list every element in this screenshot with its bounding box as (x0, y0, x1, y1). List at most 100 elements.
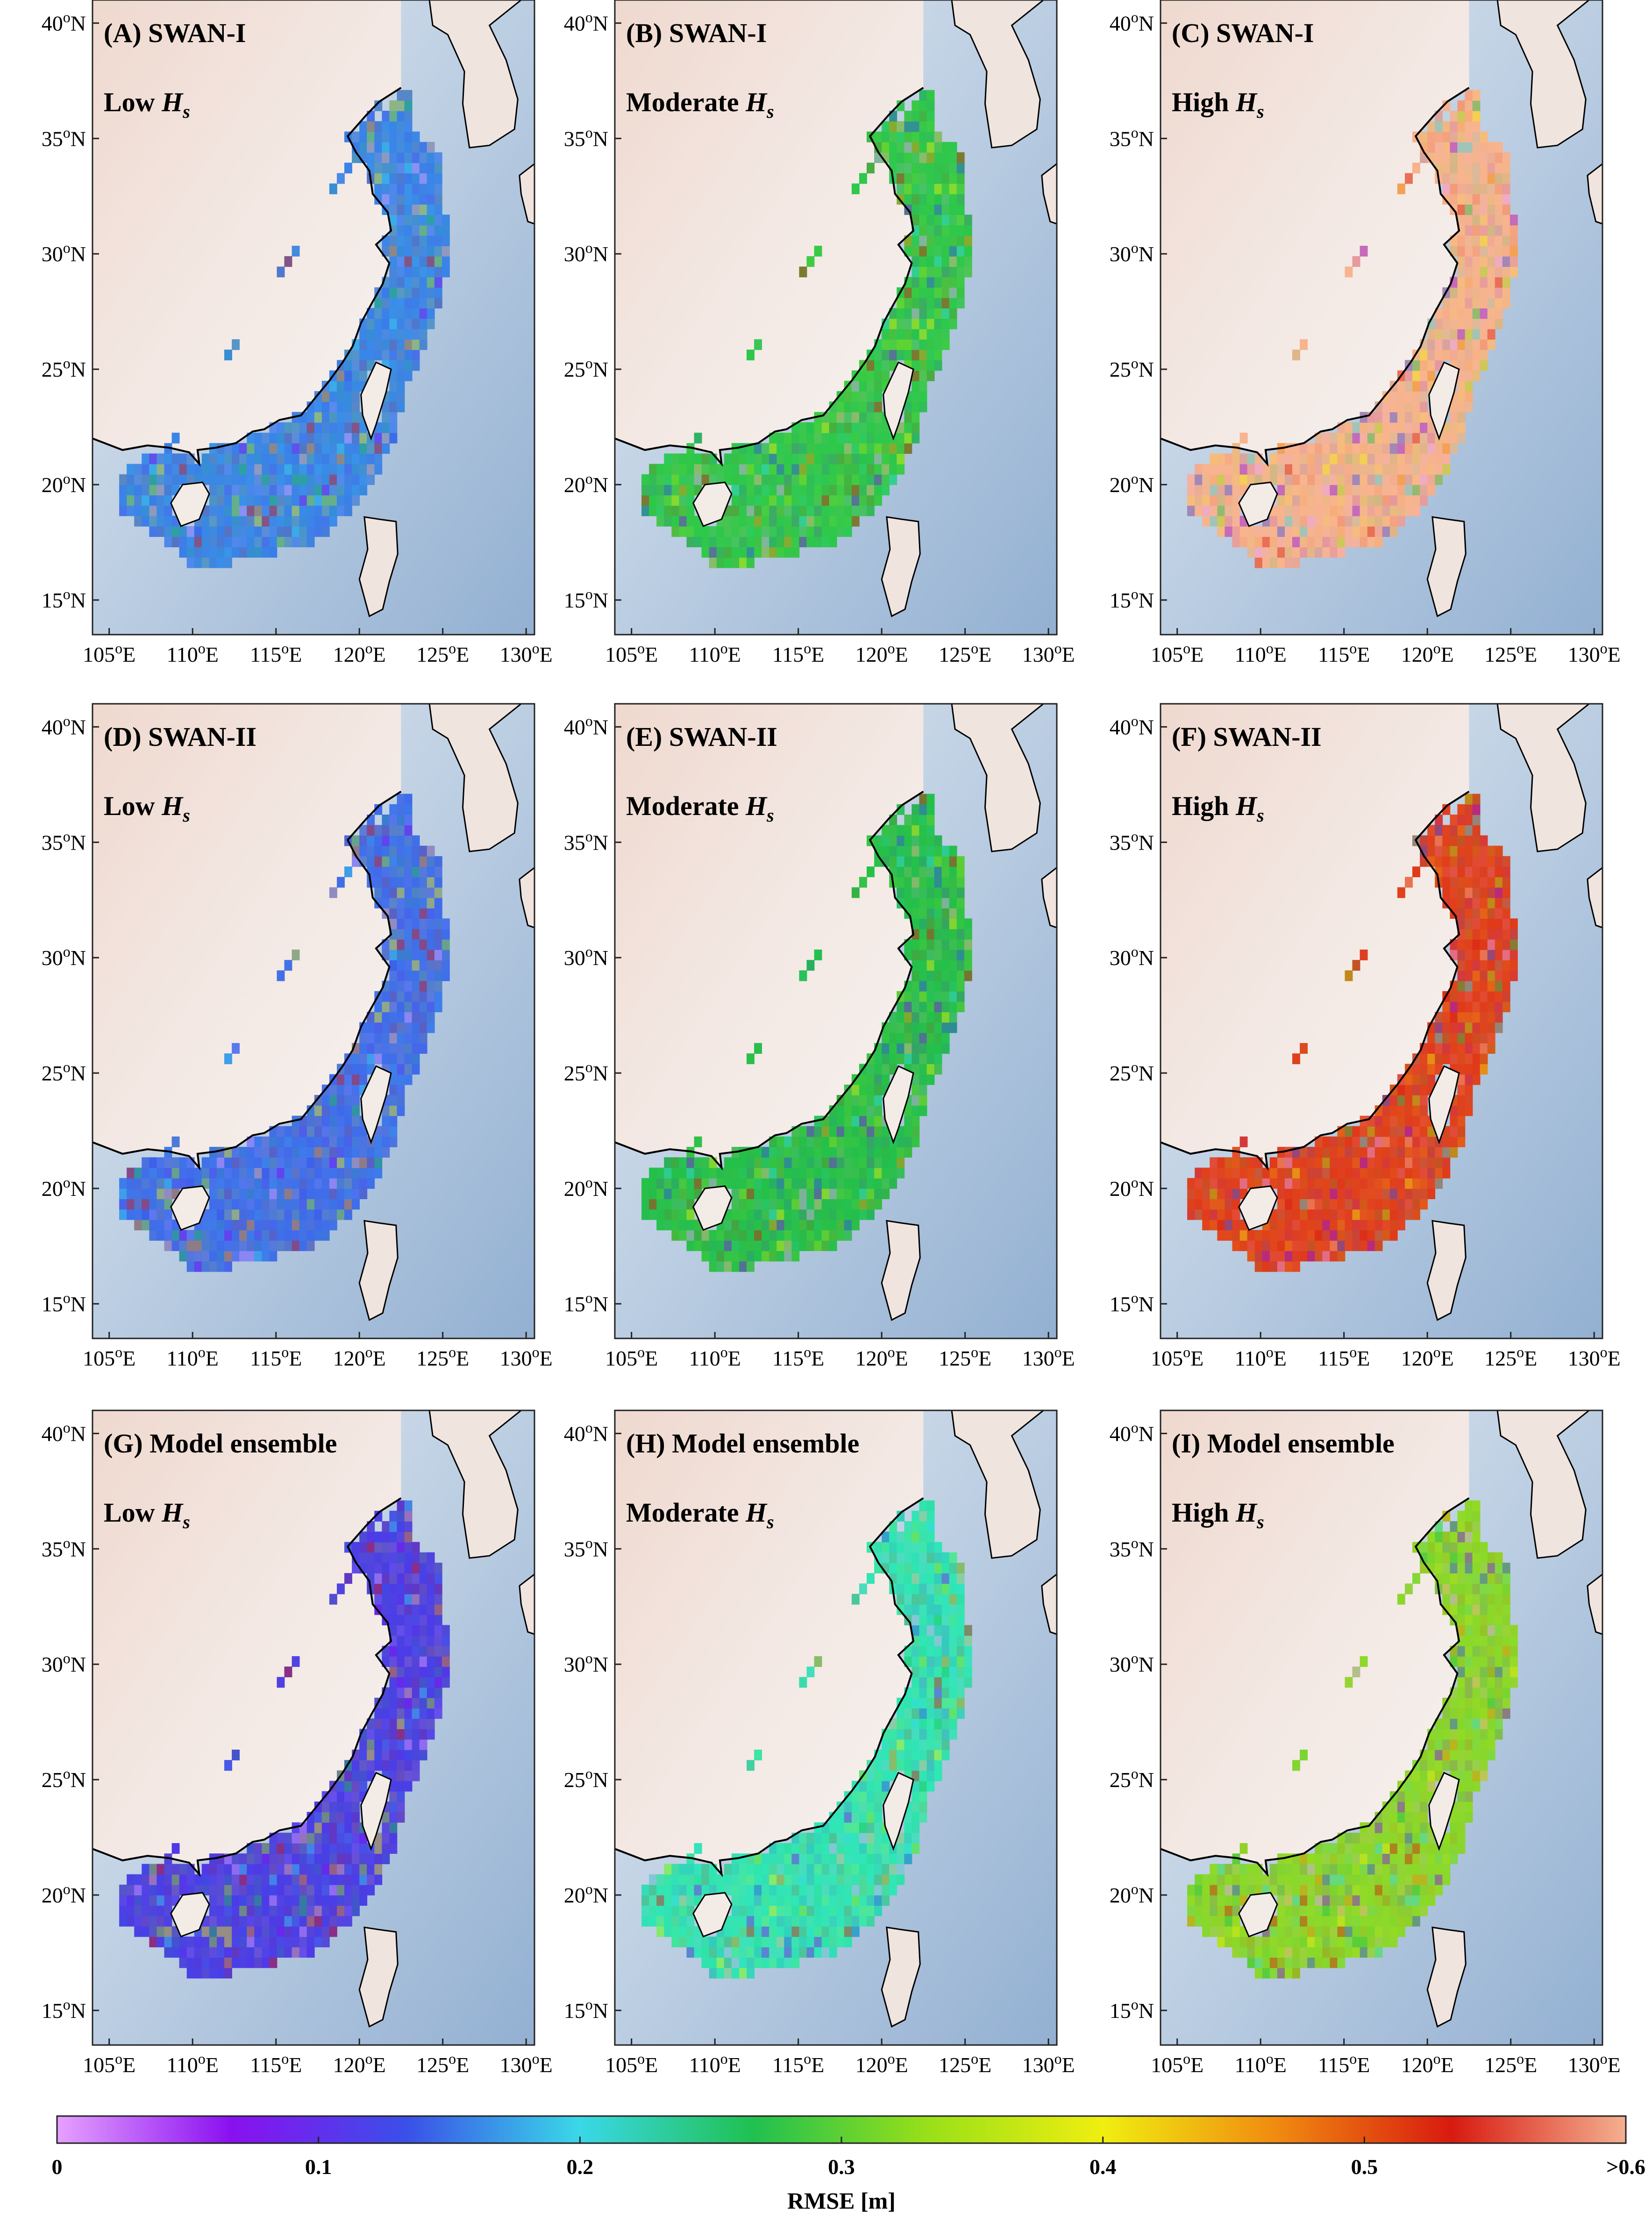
rmse-cell (374, 142, 383, 153)
rmse-cell (389, 960, 398, 971)
rmse-cell (352, 422, 360, 433)
rmse-cell (389, 1022, 398, 1033)
kyushu-landmass (519, 1573, 535, 1636)
rmse-cell (217, 1209, 225, 1220)
rmse-cell (1397, 1178, 1405, 1189)
rmse-cell (1330, 547, 1338, 558)
rmse-cell (292, 1874, 300, 1885)
rmse-cell (1195, 1167, 1203, 1179)
rmse-cell (1472, 193, 1481, 205)
rmse-cell (1487, 991, 1495, 1002)
rmse-cell (649, 495, 657, 506)
rmse-cell (1495, 856, 1503, 867)
rmse-cell (934, 215, 942, 226)
rmse-cell (397, 266, 405, 278)
rmse-cell (404, 298, 413, 308)
rmse-cell (134, 505, 142, 516)
rmse-cell (769, 464, 777, 475)
rmse-cell (352, 1812, 360, 1823)
rmse-cell (247, 1157, 255, 1168)
rmse-cell (1472, 887, 1481, 898)
rmse-cell (1442, 100, 1451, 111)
rmse-cell (919, 1012, 927, 1023)
rmse-cell (262, 526, 270, 537)
rmse-cell (412, 1760, 420, 1771)
rmse-cell (1405, 432, 1413, 443)
rmse-cell (224, 557, 232, 568)
rmse-cell (247, 1947, 255, 1958)
rmse-cell (1345, 474, 1353, 485)
rmse-cell (299, 1147, 307, 1158)
rmse-cell (254, 1957, 263, 1968)
rmse-cell (269, 505, 278, 516)
rmse-cell (926, 245, 935, 257)
rmse-cell (1405, 173, 1413, 184)
rmse-cell (1472, 991, 1481, 1002)
rmse-cell (284, 1905, 292, 1917)
rmse-cell (1502, 235, 1510, 246)
rmse-cell (851, 1812, 860, 1823)
rmse-cell (1450, 152, 1458, 163)
rmse-cell (382, 1718, 390, 1730)
rmse-cell (1487, 163, 1495, 174)
lat-tick-label: 20oN (42, 470, 86, 497)
rmse-cell (427, 1583, 435, 1595)
taiwan-island (1428, 1065, 1460, 1144)
rmse-cell (882, 1167, 890, 1179)
rmse-cell (344, 1770, 352, 1781)
rmse-cell (434, 1666, 442, 1678)
rmse-cell (157, 1157, 165, 1168)
rmse-cell (1397, 1105, 1405, 1116)
rmse-cell (1495, 152, 1503, 163)
rmse-cell (739, 1884, 747, 1895)
rmse-cell (359, 1136, 368, 1147)
rmse-cell (874, 1074, 882, 1085)
rmse-cell (911, 163, 920, 174)
rmse-cell (859, 453, 867, 465)
rmse-cell (739, 1895, 747, 1906)
rmse-cell (941, 856, 950, 867)
rmse-cell (1420, 1053, 1428, 1065)
rmse-cell (397, 918, 405, 930)
rmse-cell (412, 1697, 420, 1709)
rmse-cell (209, 1926, 217, 1937)
rmse-cell (762, 1853, 769, 1865)
rmse-cell (292, 1209, 300, 1220)
rmse-cell (956, 183, 965, 194)
rmse-cell (1187, 474, 1195, 485)
rmse-cell (397, 380, 405, 392)
rmse-cell (419, 980, 427, 992)
rmse-cell (867, 1095, 875, 1106)
rmse-cell (949, 266, 957, 278)
rmse-cell (874, 1136, 882, 1147)
rmse-cell (412, 897, 420, 908)
rmse-cell (232, 453, 240, 465)
rmse-cell (374, 1749, 383, 1760)
rmse-cell (747, 1167, 755, 1179)
rmse-cell (247, 526, 255, 537)
rmse-cell (1285, 443, 1293, 454)
rmse-cell (904, 432, 912, 443)
rmse-cell (911, 173, 920, 184)
rmse-cell (292, 1947, 300, 1958)
rmse-cell (427, 256, 435, 267)
rmse-cell (874, 485, 882, 495)
rmse-cell (277, 1136, 285, 1147)
rmse-cell (1307, 1251, 1315, 1262)
rmse-cell (799, 1178, 807, 1189)
rmse-cell (814, 1240, 822, 1252)
rmse-cell (829, 1157, 837, 1168)
rmse-cell (1382, 1095, 1390, 1106)
rmse-cell (1292, 557, 1300, 568)
rmse-cell (904, 1136, 912, 1147)
rmse-cell (859, 464, 867, 475)
rmse-cell (382, 1053, 390, 1065)
rmse-cell (926, 1781, 935, 1792)
rmse-cell (352, 401, 360, 413)
rmse-cell (964, 235, 972, 246)
rmse-cell (321, 495, 330, 506)
rmse-cell (806, 1230, 815, 1241)
rmse-cell (1435, 1178, 1443, 1189)
rmse-cell (1420, 422, 1428, 433)
rmse-cell (686, 1895, 695, 1906)
